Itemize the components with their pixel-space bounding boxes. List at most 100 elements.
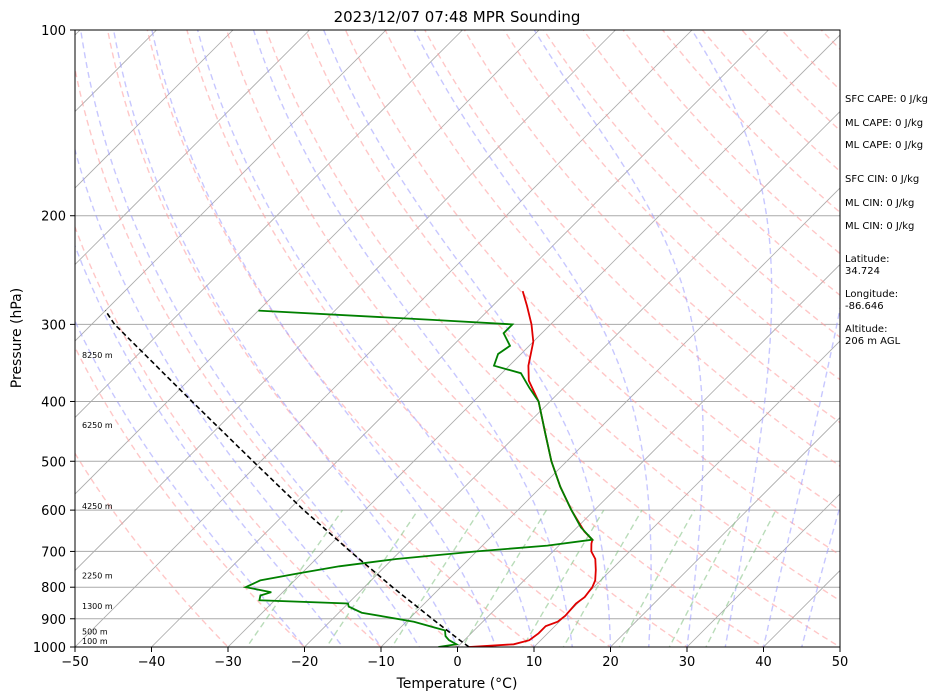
y-tick-label: 600 [41,504,66,519]
isotherm-line [533,340,840,647]
altitude-label: Altitude: [845,324,887,335]
moist-adiabat [151,30,497,647]
sfc-cape-text: SFC CAPE: 0 J/kg [845,94,928,105]
altitude-value: 206 m AGL [845,336,901,347]
mixing-ratio-line [461,509,548,647]
y-tick-label: 900 [41,613,66,628]
mixing-ratio-line [246,509,344,647]
y-tick-label: 700 [41,545,66,560]
chart-title: 2023/12/07 07:48 MPR Sounding [334,8,581,26]
x-tick-label: 20 [602,655,619,670]
x-axis-label: Temperature (°C) [396,676,518,692]
ml-cape-text: ML CAPE: 0 J/kg [845,118,923,129]
dry-adiabat [503,30,840,381]
height-label: 100 m [82,637,108,646]
dry-adiabat [582,30,840,297]
height-label: 500 m [82,628,108,637]
x-tick-label: 30 [679,655,696,670]
isotherm-line [380,187,840,647]
height-label: 6250 m [82,421,113,430]
isotherm-line [150,30,770,647]
x-tick-label: 10 [526,655,543,670]
x-tick-label: 0 [453,655,461,670]
mixing-ratio-line [390,509,481,647]
moist-adiabat [413,30,652,647]
longitude-label: Longitude: [845,289,898,300]
x-tick-label: −50 [61,655,88,670]
mixing-ratio-line [668,509,743,647]
x-axis: −50 −40 −30 −20 −10 0 10 20 30 40 50 [61,647,848,670]
y-tick-label: 800 [41,581,66,596]
ml-cin-text-2: ML CIN: 0 J/kg [845,221,914,232]
moist-adiabat [533,30,704,647]
isotherm-line [303,110,840,647]
mixing-ratio-line [705,509,777,647]
dry-adiabat [75,65,459,647]
data-lines [104,290,597,647]
moist-adiabat [323,30,612,647]
mixing-ratio-line [325,509,419,647]
isotherm-line [227,34,840,647]
dewpoint-line [242,309,595,647]
height-label: 4250 m [82,502,113,511]
height-label: 2250 m [82,572,113,581]
ml-cin-text: ML CIN: 0 J/kg [845,198,914,209]
sfc-cin-text: SFC CIN: 0 J/kg [845,174,919,185]
isotherm-line [75,30,311,266]
height-label: 1300 m [82,602,113,611]
y-tick-label: 100 [41,24,66,39]
dry-adiabat [265,30,840,647]
x-tick-label: 40 [755,655,772,670]
mixing-ratio-line [562,509,643,647]
y-tick-label: 1000 [33,641,66,656]
latitude-label: Latitude: [845,254,890,265]
dry-adiabat [701,30,840,173]
isotherm-line [903,16,947,660]
y-tick-label: 300 [41,318,66,333]
dry-adiabat [661,30,840,214]
isotherm-line [75,30,387,342]
moist-adiabat [75,147,382,647]
background-lines [75,16,947,660]
moist-adiabat [196,30,535,647]
latitude-value: 34.724 [845,266,880,277]
ml-cape-text-2: ML CAPE: 0 J/kg [845,140,923,151]
longitude-value: -86.646 [845,301,884,312]
dry-adiabat [225,30,765,647]
moist-adiabat [112,30,459,647]
plot-frame [74,29,841,648]
info-panel: SFC CAPE: 0 J/kg ML CAPE: 0 J/kg ML CAPE… [845,94,928,347]
x-tick-label: −20 [291,655,318,670]
parcel-line [104,310,470,647]
temperature-line [468,290,597,647]
height-label: 8250 m [82,351,113,360]
moist-adiabat [762,304,840,647]
dry-adiabat [542,30,840,339]
isotherm-line [75,30,234,189]
moist-adiabat [252,30,574,647]
x-tick-label: −40 [138,655,165,670]
moist-adiabat [691,30,773,647]
moist-adiabat [75,244,344,647]
dry-adiabat [75,345,306,647]
isotherm-line [609,416,840,647]
isotherm-line [75,30,693,647]
dry-adiabat [146,30,612,647]
moist-adiabat [75,319,306,647]
x-tick-label: −10 [367,655,394,670]
moist-adiabat [801,504,840,647]
x-tick-label: −30 [214,655,241,670]
isotherm-line [686,493,840,647]
x-tick-label: 50 [832,655,849,670]
y-tick-label: 400 [41,395,66,410]
mixing-ratio-line [618,509,696,647]
dry-adiabat [75,452,229,647]
y-axis-label: Pressure (hPa) [9,288,25,388]
isotherm-line [456,263,840,647]
isotherm-line [75,30,540,495]
isotherm-line [75,30,617,572]
dry-adiabat [106,30,536,647]
dry-adiabat [305,30,840,602]
